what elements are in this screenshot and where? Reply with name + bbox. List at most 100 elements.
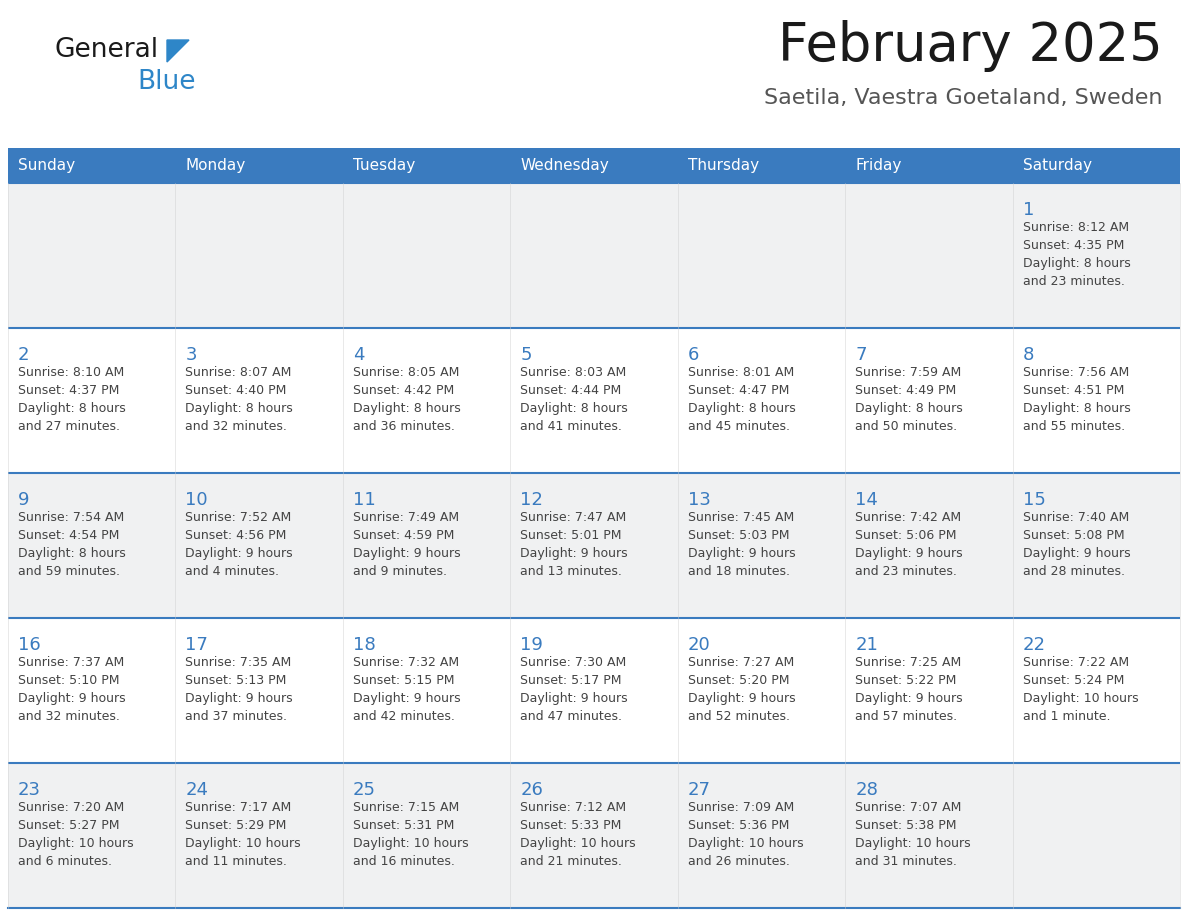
- Text: Sunset: 5:27 PM: Sunset: 5:27 PM: [18, 819, 120, 832]
- Text: and 6 minutes.: and 6 minutes.: [18, 855, 112, 868]
- Text: Daylight: 9 hours: Daylight: 9 hours: [520, 547, 628, 560]
- Text: and 9 minutes.: and 9 minutes.: [353, 565, 447, 578]
- Text: and 47 minutes.: and 47 minutes.: [520, 710, 623, 723]
- Text: Sunrise: 7:09 AM: Sunrise: 7:09 AM: [688, 801, 794, 814]
- Text: Daylight: 9 hours: Daylight: 9 hours: [353, 547, 461, 560]
- Text: and 11 minutes.: and 11 minutes.: [185, 855, 287, 868]
- Text: 20: 20: [688, 636, 710, 654]
- Text: and 57 minutes.: and 57 minutes.: [855, 710, 958, 723]
- Text: Sunrise: 7:15 AM: Sunrise: 7:15 AM: [353, 801, 459, 814]
- Bar: [8, 763, 1180, 908]
- Text: 4: 4: [353, 346, 365, 364]
- Text: and 31 minutes.: and 31 minutes.: [855, 855, 958, 868]
- Text: 7: 7: [855, 346, 866, 364]
- Text: Sunrise: 7:45 AM: Sunrise: 7:45 AM: [688, 511, 794, 524]
- Text: 23: 23: [18, 781, 42, 799]
- Text: Sunday: Sunday: [18, 158, 75, 173]
- Text: 19: 19: [520, 636, 543, 654]
- Text: Sunrise: 7:07 AM: Sunrise: 7:07 AM: [855, 801, 961, 814]
- Text: Sunrise: 8:07 AM: Sunrise: 8:07 AM: [185, 366, 292, 379]
- Text: 5: 5: [520, 346, 532, 364]
- Text: Sunset: 4:42 PM: Sunset: 4:42 PM: [353, 384, 454, 397]
- Text: Daylight: 9 hours: Daylight: 9 hours: [520, 692, 628, 705]
- Text: 13: 13: [688, 491, 710, 509]
- Text: Sunset: 5:01 PM: Sunset: 5:01 PM: [520, 529, 621, 542]
- Text: Sunset: 5:15 PM: Sunset: 5:15 PM: [353, 674, 454, 687]
- Text: 17: 17: [185, 636, 208, 654]
- Text: Daylight: 10 hours: Daylight: 10 hours: [1023, 692, 1138, 705]
- Text: Sunrise: 8:01 AM: Sunrise: 8:01 AM: [688, 366, 794, 379]
- Text: Sunrise: 7:32 AM: Sunrise: 7:32 AM: [353, 656, 459, 669]
- Text: 2: 2: [18, 346, 30, 364]
- Text: Sunrise: 8:05 AM: Sunrise: 8:05 AM: [353, 366, 460, 379]
- Text: Sunset: 5:03 PM: Sunset: 5:03 PM: [688, 529, 789, 542]
- Text: 3: 3: [185, 346, 197, 364]
- Bar: [8, 148, 176, 183]
- Text: Sunset: 5:13 PM: Sunset: 5:13 PM: [185, 674, 286, 687]
- Text: 8: 8: [1023, 346, 1034, 364]
- Text: Daylight: 8 hours: Daylight: 8 hours: [520, 402, 628, 415]
- Text: General: General: [55, 37, 159, 63]
- Text: Sunset: 4:44 PM: Sunset: 4:44 PM: [520, 384, 621, 397]
- Text: 24: 24: [185, 781, 208, 799]
- Text: and 18 minutes.: and 18 minutes.: [688, 565, 790, 578]
- Text: and 50 minutes.: and 50 minutes.: [855, 420, 958, 433]
- Text: Sunrise: 8:12 AM: Sunrise: 8:12 AM: [1023, 221, 1129, 234]
- Text: Blue: Blue: [137, 69, 196, 95]
- Text: Daylight: 8 hours: Daylight: 8 hours: [353, 402, 461, 415]
- Text: Sunset: 5:06 PM: Sunset: 5:06 PM: [855, 529, 956, 542]
- Text: Sunrise: 8:10 AM: Sunrise: 8:10 AM: [18, 366, 125, 379]
- Text: Thursday: Thursday: [688, 158, 759, 173]
- Text: Saetila, Vaestra Goetaland, Sweden: Saetila, Vaestra Goetaland, Sweden: [765, 88, 1163, 108]
- Text: 18: 18: [353, 636, 375, 654]
- Text: and 45 minutes.: and 45 minutes.: [688, 420, 790, 433]
- Text: Sunrise: 7:25 AM: Sunrise: 7:25 AM: [855, 656, 961, 669]
- Text: and 23 minutes.: and 23 minutes.: [855, 565, 958, 578]
- Polygon shape: [168, 40, 189, 62]
- Text: 26: 26: [520, 781, 543, 799]
- Text: Saturday: Saturday: [1023, 158, 1092, 173]
- Bar: [677, 148, 845, 183]
- Text: 28: 28: [855, 781, 878, 799]
- Text: Sunrise: 7:40 AM: Sunrise: 7:40 AM: [1023, 511, 1129, 524]
- Text: and 28 minutes.: and 28 minutes.: [1023, 565, 1125, 578]
- Text: 25: 25: [353, 781, 375, 799]
- Text: Sunrise: 7:56 AM: Sunrise: 7:56 AM: [1023, 366, 1129, 379]
- Text: Daylight: 9 hours: Daylight: 9 hours: [353, 692, 461, 705]
- Text: Sunset: 5:17 PM: Sunset: 5:17 PM: [520, 674, 621, 687]
- Text: and 37 minutes.: and 37 minutes.: [185, 710, 287, 723]
- Text: 15: 15: [1023, 491, 1045, 509]
- Text: Daylight: 10 hours: Daylight: 10 hours: [855, 837, 971, 850]
- Text: Sunset: 4:40 PM: Sunset: 4:40 PM: [185, 384, 286, 397]
- Text: 11: 11: [353, 491, 375, 509]
- Text: Sunset: 5:22 PM: Sunset: 5:22 PM: [855, 674, 956, 687]
- Text: Sunset: 5:38 PM: Sunset: 5:38 PM: [855, 819, 956, 832]
- Text: Daylight: 9 hours: Daylight: 9 hours: [688, 692, 795, 705]
- Text: Daylight: 10 hours: Daylight: 10 hours: [353, 837, 468, 850]
- Text: and 21 minutes.: and 21 minutes.: [520, 855, 623, 868]
- Text: and 16 minutes.: and 16 minutes.: [353, 855, 455, 868]
- Text: and 1 minute.: and 1 minute.: [1023, 710, 1110, 723]
- Text: Sunrise: 7:37 AM: Sunrise: 7:37 AM: [18, 656, 125, 669]
- Text: Sunrise: 8:03 AM: Sunrise: 8:03 AM: [520, 366, 626, 379]
- Bar: [8, 328, 1180, 473]
- Text: Sunset: 5:33 PM: Sunset: 5:33 PM: [520, 819, 621, 832]
- Text: Sunset: 4:51 PM: Sunset: 4:51 PM: [1023, 384, 1124, 397]
- Text: Monday: Monday: [185, 158, 246, 173]
- Text: Daylight: 8 hours: Daylight: 8 hours: [18, 547, 126, 560]
- Text: Sunrise: 7:35 AM: Sunrise: 7:35 AM: [185, 656, 292, 669]
- Text: Daylight: 9 hours: Daylight: 9 hours: [18, 692, 126, 705]
- Text: Daylight: 9 hours: Daylight: 9 hours: [688, 547, 795, 560]
- Text: Sunrise: 7:59 AM: Sunrise: 7:59 AM: [855, 366, 961, 379]
- Text: Sunset: 5:08 PM: Sunset: 5:08 PM: [1023, 529, 1124, 542]
- Text: and 52 minutes.: and 52 minutes.: [688, 710, 790, 723]
- Bar: [8, 183, 1180, 328]
- Text: Sunset: 4:37 PM: Sunset: 4:37 PM: [18, 384, 119, 397]
- Text: 21: 21: [855, 636, 878, 654]
- Text: Sunset: 4:47 PM: Sunset: 4:47 PM: [688, 384, 789, 397]
- Text: Daylight: 9 hours: Daylight: 9 hours: [185, 547, 293, 560]
- Text: and 13 minutes.: and 13 minutes.: [520, 565, 623, 578]
- Bar: [845, 148, 1012, 183]
- Text: 9: 9: [18, 491, 30, 509]
- Bar: [176, 148, 343, 183]
